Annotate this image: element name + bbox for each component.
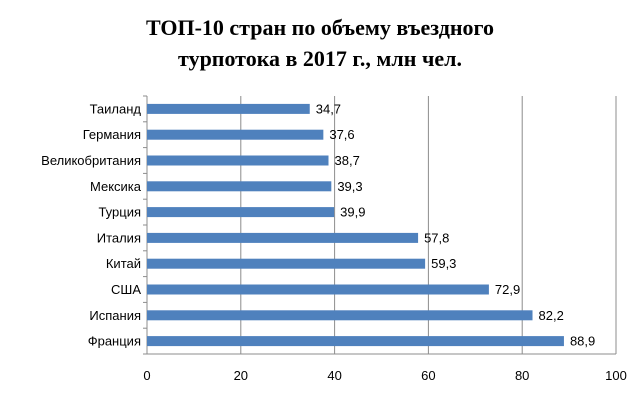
value-label: 38,7 <box>335 153 360 168</box>
bar <box>147 103 310 114</box>
value-label: 59,3 <box>431 256 456 271</box>
x-tick-label: 60 <box>421 368 435 383</box>
category-label: Испания <box>89 308 141 323</box>
value-label: 88,9 <box>570 334 595 349</box>
chart-title: ТОП-10 стран по объему въездного турпото… <box>0 12 640 74</box>
category-label: Германия <box>83 127 141 142</box>
value-label: 39,3 <box>337 179 362 194</box>
category-label: США <box>111 282 141 297</box>
category-label: Китай <box>106 256 141 271</box>
x-tick-label: 40 <box>327 368 341 383</box>
x-tick-label: 100 <box>605 368 627 383</box>
value-label: 82,2 <box>539 308 564 323</box>
value-label: 72,9 <box>495 282 520 297</box>
category-label: Турция <box>98 205 141 220</box>
x-tick-label: 80 <box>515 368 529 383</box>
value-label: 57,8 <box>424 230 449 245</box>
bar <box>147 284 489 295</box>
category-label: Мексика <box>90 179 142 194</box>
category-label: Франция <box>88 334 141 349</box>
bar <box>147 232 419 243</box>
chart-title-line-1: ТОП-10 стран по объему въездного <box>145 15 494 40</box>
bar <box>147 310 533 321</box>
category-label: Великобритания <box>41 153 141 168</box>
bar <box>147 155 329 166</box>
bar <box>147 207 335 218</box>
category-label: Италия <box>97 230 141 245</box>
value-label: 34,7 <box>316 101 341 116</box>
value-label: 39,9 <box>340 205 365 220</box>
category-label: Таиланд <box>90 101 142 116</box>
value-label: 37,6 <box>329 127 354 142</box>
chart-title-line-2: турпотока в 2017 г., млн чел. <box>178 46 462 71</box>
x-tick-label: 20 <box>234 368 248 383</box>
bar <box>147 336 564 347</box>
x-tick-label: 0 <box>143 368 150 383</box>
bar <box>147 258 426 269</box>
bar <box>147 181 332 192</box>
bar <box>147 129 324 140</box>
